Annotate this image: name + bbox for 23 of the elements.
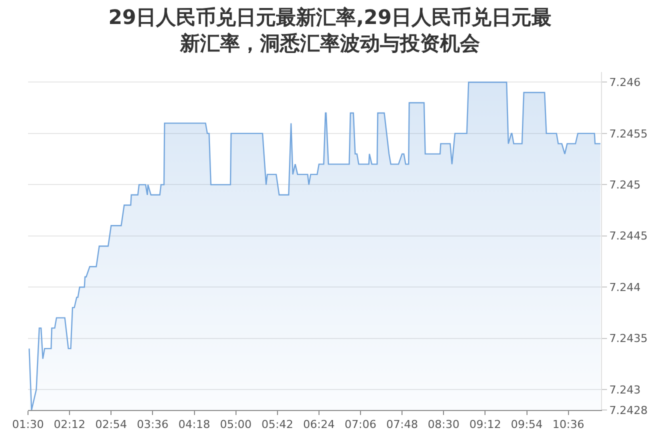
y-tick-label: 7.2455 (609, 127, 648, 140)
x-tick-label: 07:48 (386, 418, 418, 432)
x-tick-label: 04:18 (178, 418, 210, 432)
x-tick-label: 01:30 (12, 418, 44, 432)
y-tick-label: 7.2445 (609, 230, 648, 243)
x-tick-label: 07:06 (344, 418, 376, 432)
x-tick-label: 06:24 (303, 418, 335, 432)
y-tick-label: 7.243 (609, 383, 641, 396)
x-tick-label: 05:42 (262, 418, 294, 432)
x-tick-label: 09:54 (510, 418, 543, 432)
x-tick-label: 02:12 (54, 418, 86, 432)
x-tick-label: 02:54 (95, 418, 127, 432)
y-tick-label: 7.2435 (609, 332, 648, 346)
y-tick-label: 7.246 (609, 76, 641, 90)
chart-title: 29日人民币兑日元最新汇率,29日人民币兑日元最新汇率，洞悉汇率波动与投资机会 (108, 5, 552, 55)
y-tick-label: 7.2428 (609, 404, 648, 417)
x-tick-label: 05:00 (220, 418, 252, 432)
x-tick-label: 10:36 (552, 418, 584, 432)
y-tick-label: 7.245 (609, 178, 641, 192)
x-tick-label: 08:30 (428, 418, 460, 432)
x-tick-label: 09:12 (469, 418, 502, 432)
x-tick-label: 03:36 (136, 418, 169, 432)
y-tick-label: 7.244 (609, 280, 641, 294)
